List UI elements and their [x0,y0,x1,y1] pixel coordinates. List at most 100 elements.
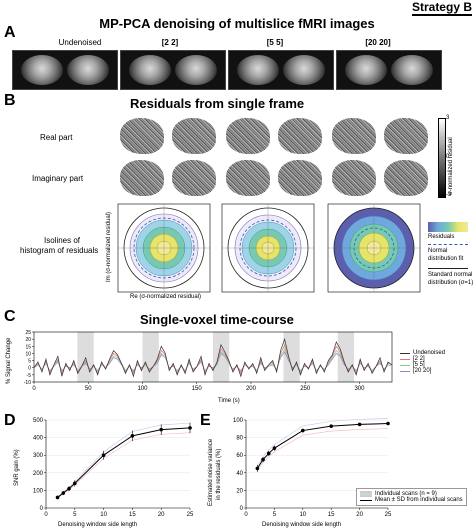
scan-5 [228,50,334,90]
d-xtick-label: 25 [187,512,194,518]
e-xtick-label: 15 [328,512,335,518]
panel-d-label: D [4,412,16,429]
panel-a-title: MP-PCA denoising of multislice fMRI imag… [99,16,375,31]
d-point [188,426,192,430]
d-point [73,481,77,486]
e-ytick-label: 60 [236,453,243,459]
e-point [329,424,333,428]
e-mean-line [256,423,389,469]
colorbar-tick-top: 3 [446,115,450,121]
d-point [61,491,66,495]
c-legend-label-0: Undenoised [413,350,446,356]
scan-2 [120,50,226,90]
d-individual-0 [57,432,191,499]
d-ytick-label: 200 [33,471,44,477]
isoline-plot-undenoised [117,203,211,293]
legend-fit-line [428,244,468,245]
e-legend-mean-label: Mean ± SD from individual scans [375,497,463,503]
panel-c-title: Single-voxel time-course [140,312,294,327]
c-legend-item-0: Undenoised [400,350,470,356]
e-ytick-label: 0 [240,506,244,512]
panel-e-label: E [200,412,211,429]
stim-block-0 [77,332,94,382]
legend-std-1: Standard normal [428,272,473,278]
d-xtick-label: 5 [73,512,77,518]
e-individual-2 [257,418,389,467]
stim-block-2 [213,332,230,382]
c-ytick-label: 10 [25,351,31,357]
e-legend: Individual scans (n = 9) Mean ± SD from … [356,488,467,506]
d-ytick-label: 400 [33,436,44,442]
d-ylabel: SNR gain (%) [14,449,20,486]
c-xtick-label: 300 [354,386,365,392]
d-ytick-label: 0 [40,506,44,512]
c-xtick-label: 200 [246,386,257,392]
row-label-iso-1: Isolines of [44,236,81,245]
d-ytick-label: 500 [33,418,44,424]
c-ytick-label: 25 [25,330,31,336]
e-individual-0 [257,428,389,471]
d-individual-1 [57,427,191,498]
c-xlabel: Time (s) [218,398,240,404]
e-ytick-label: 80 [236,436,243,442]
c-ytick-label: -10 [24,380,31,386]
e-ylabel-1: Estimated noise variance [208,438,214,506]
e-legend-mean: Mean ± SD from individual scans [360,497,463,503]
c-xtick-label: 250 [300,386,311,392]
d-point [55,495,60,500]
row-label-real: Real part [40,133,73,142]
legend-std-line [428,268,468,269]
d-mean-line [57,427,191,498]
legend-residuals: Residuals [428,234,455,240]
stim-block-3 [283,332,300,382]
c-ytick-label: 5 [28,359,31,365]
col-label-undenoised: Undenoised [58,38,102,47]
scan-20 [336,50,442,90]
d-ytick-label: 100 [33,488,44,494]
c-xtick-label: 150 [192,386,203,392]
iso-ylabel: Im (σ-normalized residual) [106,211,112,282]
strategy-label: Strategy B [411,0,472,16]
e-point [386,421,390,426]
e-xtick-label: 20 [356,512,363,518]
e-point [266,451,271,456]
c-frame [33,331,393,383]
e-ytick-label: 20 [236,488,243,494]
d-xtick-label: 20 [158,512,165,518]
c-xtick-label: 0 [32,386,36,392]
c-ytick-label: -5 [27,373,32,379]
e-ytick-label: 100 [233,418,244,424]
legend-std-2: distribution (σ=1) [428,280,474,286]
d-xtick-label: 0 [44,512,48,518]
e-xtick-label: 25 [385,512,392,518]
e-point [255,466,260,471]
isoline-plot-5 [221,203,315,293]
e-point [261,457,265,462]
panel-a-label: A [4,24,16,41]
iso-xlabel: Re (σ-normalized residual) [130,294,202,300]
c-ytick-label: 0 [28,366,31,372]
e-individual-1 [257,423,389,469]
colorbar-tick-mid: 0 [446,154,450,160]
c-series-0 [33,337,393,378]
panel-c-label: C [4,308,16,325]
row-label-imag: Imaginary part [32,174,84,183]
c-ylabel: % Signal Change [6,337,12,384]
d-xtick-label: 15 [129,512,136,518]
e-ytick-label: 40 [236,471,243,477]
d-xtick-label: 10 [100,512,107,518]
legend-fit-2: distribution fit [428,256,464,262]
e-xtick-label: 0 [244,512,248,518]
colorbar [438,118,446,198]
c-ytick-label: 15 [25,344,31,350]
e-point [272,446,277,450]
col-label-20: [20 20] [365,38,391,47]
c-ytick-label: 20 [25,337,31,343]
c-legend-item-2: [5 5] [400,362,470,368]
d-point [101,453,106,457]
row-label-iso-2: histogram of residuals [20,246,99,255]
c-xtick-label: 50 [85,386,92,392]
chart-d: 0 5 10 15 20 25 0 100 200 300 400 500 [33,418,194,518]
e-legend-individual-label: Individual scans (n = 9) [375,491,437,497]
